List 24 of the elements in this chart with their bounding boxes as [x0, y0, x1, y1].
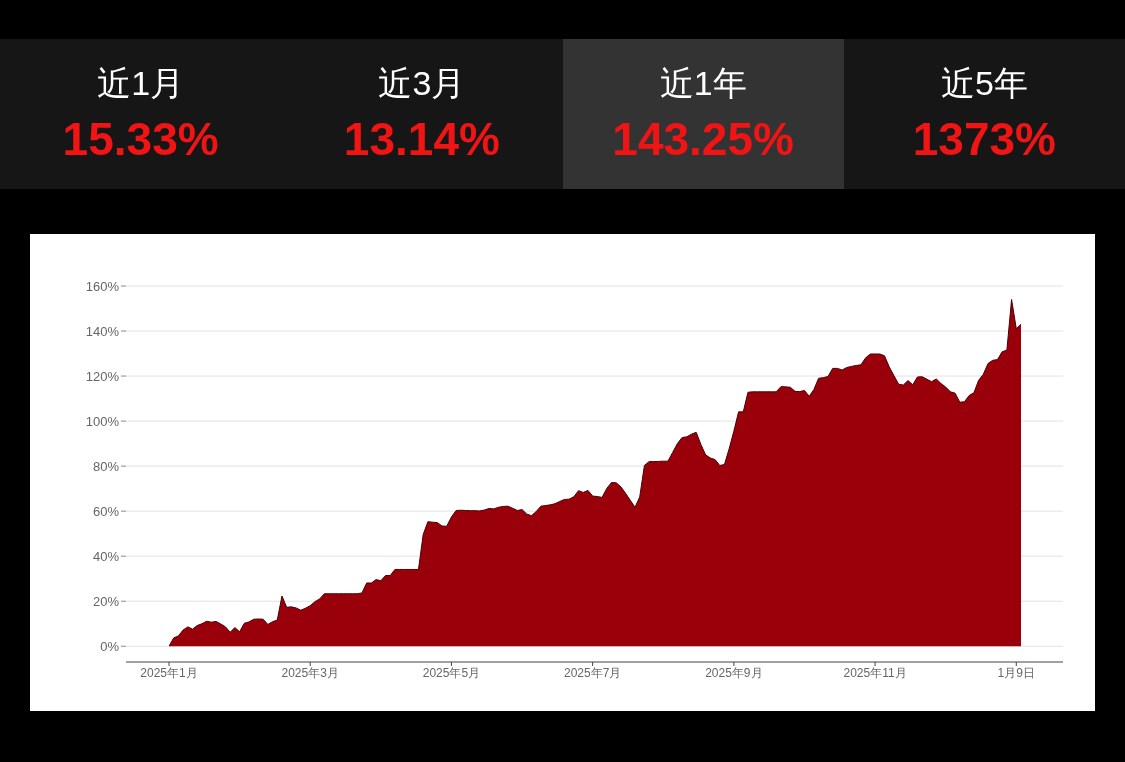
category-label: 近1月: [97, 63, 185, 104]
y-tick-label: 20%: [92, 593, 120, 609]
y-tick-label: 0%: [100, 638, 120, 654]
y-tick-label: 140%: [85, 323, 120, 339]
y-tick-label: 120%: [85, 368, 120, 384]
text: 1373%: [912, 113, 1056, 165]
y-tick-label: 100%: [85, 413, 120, 429]
x-tick-label: 2025年7月: [563, 665, 622, 680]
y-tick-label: 80%: [92, 458, 120, 474]
x-tick-label: 2025年1月: [140, 665, 198, 680]
text: 143.25%: [612, 113, 794, 165]
text: 15.33%: [62, 113, 219, 165]
y-tick-label: 160%: [85, 278, 120, 294]
text: 13.14%: [343, 113, 500, 165]
category-label: 近5年: [940, 63, 1028, 104]
x-tick-label: 2025年5月: [422, 665, 481, 680]
x-tick-label: 1月9日: [997, 665, 1035, 680]
y-tick-label: 40%: [92, 548, 120, 564]
x-tick-label: 2025年3月: [281, 665, 339, 680]
category-label: 近1年: [659, 63, 747, 104]
category-label: 近3月: [378, 63, 466, 104]
x-tick-label: 2025年9月: [705, 665, 763, 680]
x-tick-label: 2025年11月: [843, 665, 907, 680]
y-tick-label: 60%: [92, 503, 120, 519]
